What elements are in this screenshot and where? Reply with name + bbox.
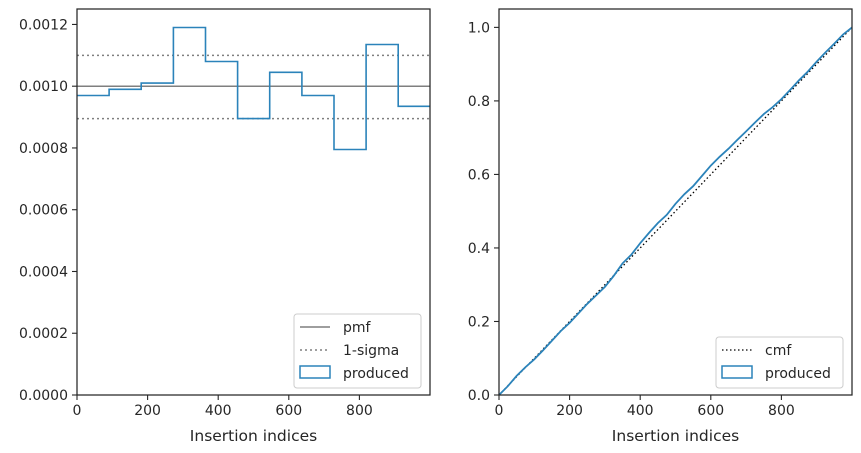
left-x-tick-label: 0	[73, 403, 82, 419]
right-y-tick-label: 0.2	[468, 314, 490, 330]
left-legend: pmf 1-sigma produced	[293, 313, 422, 389]
right-y-tick-label: 1.0	[468, 20, 490, 36]
left-y-tick-label: 0.0006	[19, 203, 68, 219]
right-y-tick-label: 0.0	[468, 388, 490, 404]
left-chart: 0 200 400 600 800 0.0000 0.0002 0.0004 0.0006 0.…	[19, 8, 431, 445]
legend-cmf-label: cmf	[765, 343, 792, 359]
produced-histogram	[77, 26, 430, 151]
legend-produced-symbol	[299, 365, 331, 379]
right-x-tick-label: 800	[768, 403, 795, 419]
right-x-axis-label: Insertion indices	[612, 427, 739, 445]
right-axes-frame	[498, 8, 853, 396]
left-y-tick-label: 0.0004	[19, 264, 68, 280]
left-x-tick-label: 400	[205, 403, 232, 419]
left-x-tick-label: 800	[346, 403, 373, 419]
legend-produced-label: produced	[343, 366, 409, 382]
right-x-tick-label: 0	[495, 403, 504, 419]
right-legend: cmf produced	[715, 336, 844, 389]
right-y-tick-label: 0.6	[468, 167, 490, 183]
right-x-tick-label: 400	[627, 403, 654, 419]
produced-cdf-line	[498, 26, 853, 396]
left-x-tick-label: 200	[134, 403, 161, 419]
legend-pmf-label: pmf	[343, 320, 372, 336]
left-x-axis-label: Insertion indices	[190, 427, 317, 445]
legend-produced-symbol-right	[721, 365, 753, 379]
right-y-tick-label: 0.4	[468, 241, 490, 257]
left-axes-frame	[76, 8, 431, 396]
left-y-tick-label: 0.0008	[19, 141, 68, 157]
left-y-tick-label: 0.0002	[19, 326, 68, 342]
legend-produced-label-right: produced	[765, 366, 831, 382]
left-x-tick-label: 600	[275, 403, 302, 419]
right-y-tick-label: 0.8	[468, 94, 490, 110]
left-y-tick-label: 0.0010	[19, 79, 68, 95]
right-x-tick-label: 200	[556, 403, 583, 419]
legend-sigma-label: 1-sigma	[343, 343, 399, 359]
right-chart: 0 200 400 600 800 0.0 0.2 0.4 0.6 0.8 1.0 Inserti…	[468, 8, 853, 445]
right-x-tick-label: 600	[697, 403, 724, 419]
left-y-tick-label: 0.0000	[19, 388, 68, 404]
left-y-tick-label: 0.0012	[19, 17, 68, 33]
